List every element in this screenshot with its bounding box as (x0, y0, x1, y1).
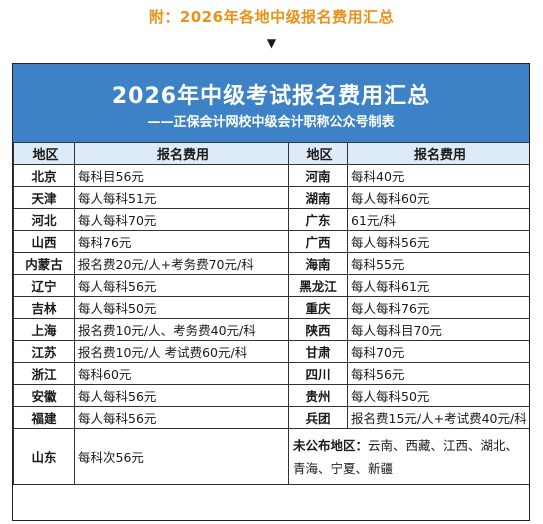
fee-cell: 每科56元 (347, 362, 529, 385)
fee-cell: 每人每科56元 (74, 384, 289, 407)
table-row: 天津 每人每科51元 湖南 每人每科60元 (13, 186, 529, 209)
region-cell: 天津 (13, 186, 75, 209)
table-row: 上海 报名费10元/人、考务费40元/科 陕西 每人每科目70元 (13, 318, 529, 341)
fee-cell: 每科70元 (347, 340, 529, 363)
table-row: 浙江 每科60元 四川 每科56元 (13, 362, 529, 385)
region-cell: 贵州 (288, 384, 348, 407)
region-cell: 福建 (13, 406, 75, 429)
header-fee-left: 报名费用 (74, 142, 289, 165)
fee-cell: 每科目56元 (74, 164, 289, 187)
fee-cell: 每人每科50元 (74, 296, 289, 319)
region-cell: 河北 (13, 208, 75, 231)
page-heading: 附：2026年各地中级报名费用汇总 (148, 8, 395, 26)
region-cell: 浙江 (13, 362, 75, 385)
region-cell: 甘肃 (288, 340, 348, 363)
fee-cell: 报名费10元/人、考务费40元/科 (74, 318, 289, 341)
table-row: 北京 每科目56元 河南 每科40元 (13, 164, 529, 187)
fee-cell: 每人每科56元 (74, 406, 289, 429)
unpublished-label: 未公布地区： (293, 437, 369, 453)
region-cell: 海南 (288, 252, 348, 275)
region-cell: 重庆 (288, 296, 348, 319)
fee-cell: 每科76元 (74, 230, 289, 253)
fee-cell: 每人每科56元 (347, 230, 529, 253)
fee-cell: 每人每科70元 (74, 208, 289, 231)
region-cell: 辽宁 (13, 274, 75, 297)
table-row: 福建 每人每科56元 兵团 报名费15元/人+考试费40元/科 (13, 406, 529, 429)
table-row: 山东 每科次56元 未公布地区：云南、西藏、江西、湖北、青海、宁夏、新疆 (13, 428, 529, 485)
fee-summary-card: 2026年中级考试报名费用汇总 ——正保会计网校中级会计职称公众号制表 地区 报… (12, 63, 530, 521)
fee-cell: 每科次56元 (74, 428, 289, 485)
table-row: 吉林 每人每科50元 重庆 每人每科76元 (13, 296, 529, 319)
fee-table: 地区 报名费用 地区 报名费用 北京 每科目56元 河南 每科40元 天津 每人每科51元… (13, 142, 529, 485)
region-cell: 河南 (288, 164, 348, 187)
fee-cell: 每人每科56元 (74, 274, 289, 297)
fee-cell: 报名费15元/人+考试费40元/科 (347, 406, 529, 429)
table-row: 内蒙古 报名费20元/人+考务费70元/科 海南 每科55元 (13, 252, 529, 275)
banner: 2026年中级考试报名费用汇总 ——正保会计网校中级会计职称公众号制表 (13, 64, 529, 142)
table-body: 北京 每科目56元 河南 每科40元 天津 每人每科51元 湖南 每人每科60元 河北 每人每科7… (13, 164, 529, 485)
table-row: 安徽 每人每科56元 贵州 每人每科50元 (13, 384, 529, 407)
fee-cell: 每人每科61元 (347, 274, 529, 297)
region-cell: 湖南 (288, 186, 348, 209)
header-fee-right: 报名费用 (347, 142, 529, 165)
table-row: 江苏 报名费10元/人 考试费60元/科 甘肃 每科70元 (13, 340, 529, 363)
fee-cell: 每科40元 (347, 164, 529, 187)
header-region-left: 地区 (13, 142, 75, 165)
fee-cell: 每人每科目70元 (347, 318, 529, 341)
fee-cell: 61元/科 (347, 208, 529, 231)
region-cell: 四川 (288, 362, 348, 385)
region-cell: 安徽 (13, 384, 75, 407)
fee-cell: 每人每科50元 (347, 384, 529, 407)
table-row: 山西 每科76元 广西 每人每科56元 (13, 230, 529, 253)
fee-cell: 每科55元 (347, 252, 529, 275)
region-cell: 山西 (13, 230, 75, 253)
region-cell: 内蒙古 (13, 252, 75, 275)
region-cell: 广东 (288, 208, 348, 231)
fee-cell: 每人每科76元 (347, 296, 529, 319)
fee-cell: 每科60元 (74, 362, 289, 385)
unpublished-list: 云南、西藏、江西、湖北、青海、宁夏、新疆 (293, 437, 519, 476)
header-region-right: 地区 (288, 142, 348, 165)
fee-cell: 每人每科51元 (74, 186, 289, 209)
table-row: 辽宁 每人每科56元 黑龙江 每人每科61元 (13, 274, 529, 297)
banner-title: 2026年中级考试报名费用汇总 (111, 84, 431, 109)
region-cell: 黑龙江 (288, 274, 348, 297)
region-cell: 北京 (13, 164, 75, 187)
table-header-row: 地区 报名费用 地区 报名费用 (13, 142, 529, 165)
region-cell: 广西 (288, 230, 348, 253)
region-cell: 上海 (13, 318, 75, 341)
fee-cell: 每人每科60元 (347, 186, 529, 209)
region-cell: 江苏 (13, 340, 75, 363)
banner-subtitle: ——正保会计网校中级会计职称公众号制表 (147, 115, 395, 130)
unpublished-regions-note: 未公布地区：云南、西藏、江西、湖北、青海、宁夏、新疆 (288, 428, 529, 485)
down-arrow-icon: ▼ (266, 36, 277, 50)
table-row: 河北 每人每科70元 广东 61元/科 (13, 208, 529, 231)
region-cell: 兵团 (288, 406, 348, 429)
fee-cell: 报名费20元/人+考务费70元/科 (74, 252, 289, 275)
region-cell: 吉林 (13, 296, 75, 319)
fee-cell: 报名费10元/人 考试费60元/科 (74, 340, 289, 363)
region-cell: 陕西 (288, 318, 348, 341)
region-cell: 山东 (13, 428, 75, 485)
